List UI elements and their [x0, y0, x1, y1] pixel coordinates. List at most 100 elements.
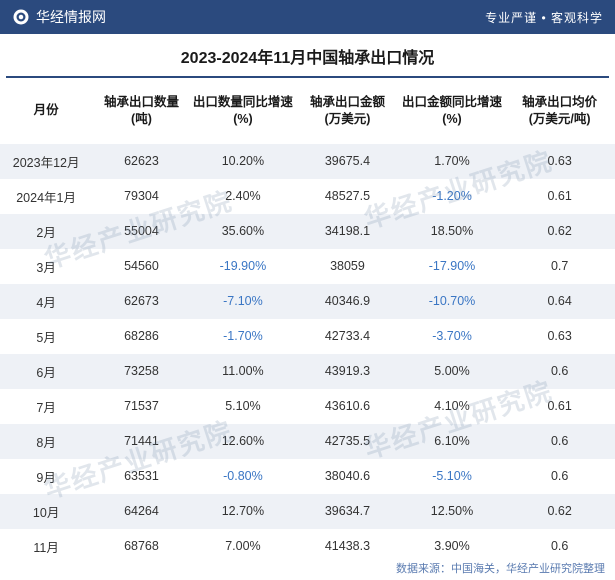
table-cell: 43610.6 [295, 389, 400, 424]
table-cell: 2024年1月 [0, 179, 92, 214]
table-row: 8月7144112.60%42735.56.10%0.6 [0, 424, 615, 459]
table-cell: 35.60% [191, 214, 296, 249]
table-cell: 68768 [92, 529, 190, 564]
table-cell: 12.60% [191, 424, 296, 459]
table-cell: 5.00% [400, 354, 505, 389]
column-header: 轴承出口金额(万美元) [295, 78, 400, 144]
table-cell: 55004 [92, 214, 190, 249]
table-cell: 0.6 [504, 459, 615, 494]
table-cell: -7.10% [191, 284, 296, 319]
table-cell: 7月 [0, 389, 92, 424]
data-source-footer: 数据来源：中国海关，华经产业研究院整理 [396, 560, 605, 576]
table-row: 11月687687.00%41438.33.90%0.6 [0, 529, 615, 564]
table-cell: 0.61 [504, 179, 615, 214]
table-cell: -1.70% [191, 319, 296, 354]
table-cell: 0.61 [504, 389, 615, 424]
table-cell: 40346.9 [295, 284, 400, 319]
table-cell: 0.62 [504, 214, 615, 249]
logo-icon [12, 8, 30, 26]
table-cell: -1.20% [400, 179, 505, 214]
table-cell: 5月 [0, 319, 92, 354]
table-cell: 39675.4 [295, 144, 400, 179]
table-row: 3月54560-19.90%38059-17.90%0.7 [0, 249, 615, 284]
table-cell: 64264 [92, 494, 190, 529]
header-left: 华经情报网 [12, 7, 106, 27]
table-row: 6月7325811.00%43919.35.00%0.6 [0, 354, 615, 389]
data-table: 月份轴承出口数量(吨)出口数量同比增速(%)轴承出口金额(万美元)出口金额同比增… [0, 78, 615, 564]
page-title: 2023-2024年11月中国轴承出口情况 [6, 34, 609, 78]
table-cell: -19.90% [191, 249, 296, 284]
table-cell: 18.50% [400, 214, 505, 249]
table-cell: 11.00% [191, 354, 296, 389]
column-header: 出口数量同比增速(%) [191, 78, 296, 144]
table-row: 2023年12月6262310.20%39675.41.70%0.63 [0, 144, 615, 179]
table-cell: 6月 [0, 354, 92, 389]
table-row: 4月62673-7.10%40346.9-10.70%0.64 [0, 284, 615, 319]
table-row: 9月63531-0.80%38040.6-5.10%0.6 [0, 459, 615, 494]
header-bar: 华经情报网 专业严谨 • 客观科学 [0, 0, 615, 34]
table-cell: -10.70% [400, 284, 505, 319]
table-cell: 2023年12月 [0, 144, 92, 179]
table-cell: 0.6 [504, 424, 615, 459]
table-row: 5月68286-1.70%42733.4-3.70%0.63 [0, 319, 615, 354]
table-cell: 71441 [92, 424, 190, 459]
table-cell: 10.20% [191, 144, 296, 179]
table-cell: 62673 [92, 284, 190, 319]
table-cell: 73258 [92, 354, 190, 389]
table-row: 2024年1月793042.40%48527.5-1.20%0.61 [0, 179, 615, 214]
table-cell: 10月 [0, 494, 92, 529]
table-row: 7月715375.10%43610.64.10%0.61 [0, 389, 615, 424]
table-cell: 42733.4 [295, 319, 400, 354]
table-cell: 4.10% [400, 389, 505, 424]
column-header: 出口金额同比增速(%) [400, 78, 505, 144]
table-cell: 0.6 [504, 354, 615, 389]
table-cell: -17.90% [400, 249, 505, 284]
table-row: 2月5500435.60%34198.118.50%0.62 [0, 214, 615, 249]
table-cell: 2月 [0, 214, 92, 249]
table-cell: 43919.3 [295, 354, 400, 389]
table-cell: 2.40% [191, 179, 296, 214]
table-header-row: 月份轴承出口数量(吨)出口数量同比增速(%)轴承出口金额(万美元)出口金额同比增… [0, 78, 615, 144]
table-cell: 54560 [92, 249, 190, 284]
table-cell: 63531 [92, 459, 190, 494]
table-cell: 5.10% [191, 389, 296, 424]
table-cell: 0.6 [504, 529, 615, 564]
table-cell: -0.80% [191, 459, 296, 494]
column-header: 月份 [0, 78, 92, 144]
table-cell: 38040.6 [295, 459, 400, 494]
table-cell: 7.00% [191, 529, 296, 564]
table-cell: 41438.3 [295, 529, 400, 564]
table-cell: 71537 [92, 389, 190, 424]
site-name: 华经情报网 [36, 7, 106, 27]
table-cell: 11月 [0, 529, 92, 564]
table-cell: 6.10% [400, 424, 505, 459]
column-header: 轴承出口均价(万美元/吨) [504, 78, 615, 144]
table-cell: 0.62 [504, 494, 615, 529]
table-cell: 12.50% [400, 494, 505, 529]
table-cell: 9月 [0, 459, 92, 494]
table-row: 10月6426412.70%39634.712.50%0.62 [0, 494, 615, 529]
table-cell: 68286 [92, 319, 190, 354]
table-cell: 0.7 [504, 249, 615, 284]
table-cell: 79304 [92, 179, 190, 214]
table-cell: 0.63 [504, 319, 615, 354]
table-cell: 34198.1 [295, 214, 400, 249]
table-body: 2023年12月6262310.20%39675.41.70%0.632024年… [0, 144, 615, 564]
table-cell: 62623 [92, 144, 190, 179]
table-cell: 0.64 [504, 284, 615, 319]
table-cell: 48527.5 [295, 179, 400, 214]
table-cell: 39634.7 [295, 494, 400, 529]
table-cell: 3.90% [400, 529, 505, 564]
table-cell: 4月 [0, 284, 92, 319]
table-cell: 12.70% [191, 494, 296, 529]
table-cell: 8月 [0, 424, 92, 459]
header-tagline: 专业严谨 • 客观科学 [485, 9, 603, 26]
table-cell: 38059 [295, 249, 400, 284]
table-cell: 1.70% [400, 144, 505, 179]
table-cell: 3月 [0, 249, 92, 284]
table-cell: 0.63 [504, 144, 615, 179]
table-cell: -5.10% [400, 459, 505, 494]
table-cell: 42735.5 [295, 424, 400, 459]
table-cell: -3.70% [400, 319, 505, 354]
column-header: 轴承出口数量(吨) [92, 78, 190, 144]
